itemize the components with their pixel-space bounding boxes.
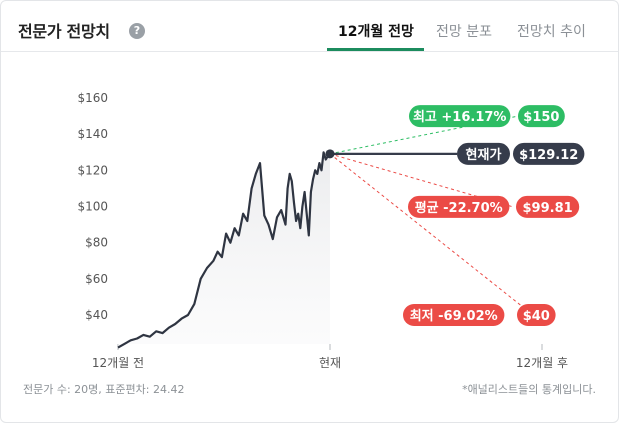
forecast-chart: $160 $140 $120 $100 $80 $60 $40 12개월 전 현재 12개월 후… xyxy=(77,91,585,370)
target-value-badge-low xyxy=(517,304,556,326)
y-tick-label: $140 xyxy=(77,127,108,141)
target-value-badge-avg xyxy=(516,195,580,218)
y-tick-label: $120 xyxy=(77,163,108,177)
target-label-badge-low xyxy=(403,304,505,326)
x-tick-label: 현재 xyxy=(319,356,341,370)
projection-line-high xyxy=(329,115,519,155)
x-tick-label: 12개월 전 xyxy=(92,356,144,370)
y-tick-label: $80 xyxy=(85,236,108,250)
help-icon[interactable]: ? xyxy=(129,23,145,39)
tab-12-month-forecast[interactable]: 12개월 전망 xyxy=(338,24,414,40)
card-title: 전문가 전망치 xyxy=(18,22,110,41)
current-price-dot xyxy=(325,149,335,159)
target-value-badge-current xyxy=(513,142,585,165)
card-header: 전문가 전망치 ? 12개월 전망 전망 분포 전망치 추이 xyxy=(1,1,618,52)
target-value-text: $129.12 xyxy=(519,148,578,163)
target-value-badge-high xyxy=(518,105,565,128)
active-tab-indicator xyxy=(327,48,424,51)
y-tick-label: $100 xyxy=(77,200,108,214)
y-tick-label: $60 xyxy=(85,272,108,286)
target-label-badge-current xyxy=(457,142,510,165)
y-tick-label: $40 xyxy=(85,308,108,322)
analyst-count-text: 전문가 수: 20명, 표준편차: 24.42 xyxy=(23,383,185,396)
target-value-text: $150 xyxy=(523,110,559,125)
tab-forecast-distribution[interactable]: 전망 분포 xyxy=(436,24,492,40)
target-label-badge-avg xyxy=(408,195,510,218)
price-history-line xyxy=(117,151,331,349)
target-label-text: 최저 -69.02% xyxy=(410,309,498,324)
projection-line-low xyxy=(329,153,534,316)
target-value-text: $99.81 xyxy=(523,201,573,216)
target-label-badge-high xyxy=(409,105,511,128)
target-value-text: $40 xyxy=(523,309,550,324)
tab-forecast-trend[interactable]: 전망치 추이 xyxy=(517,24,586,40)
disclaimer-text: *애널리스트들의 통계입니다. xyxy=(462,383,596,396)
target-label-text: 평균 -22.70% xyxy=(415,200,503,216)
target-label-text: 현재가 xyxy=(466,147,502,163)
x-tick-label: 12개월 후 xyxy=(516,356,568,370)
target-label-text: 최고 +16.17% xyxy=(413,110,506,125)
y-tick-label: $160 xyxy=(77,91,108,105)
